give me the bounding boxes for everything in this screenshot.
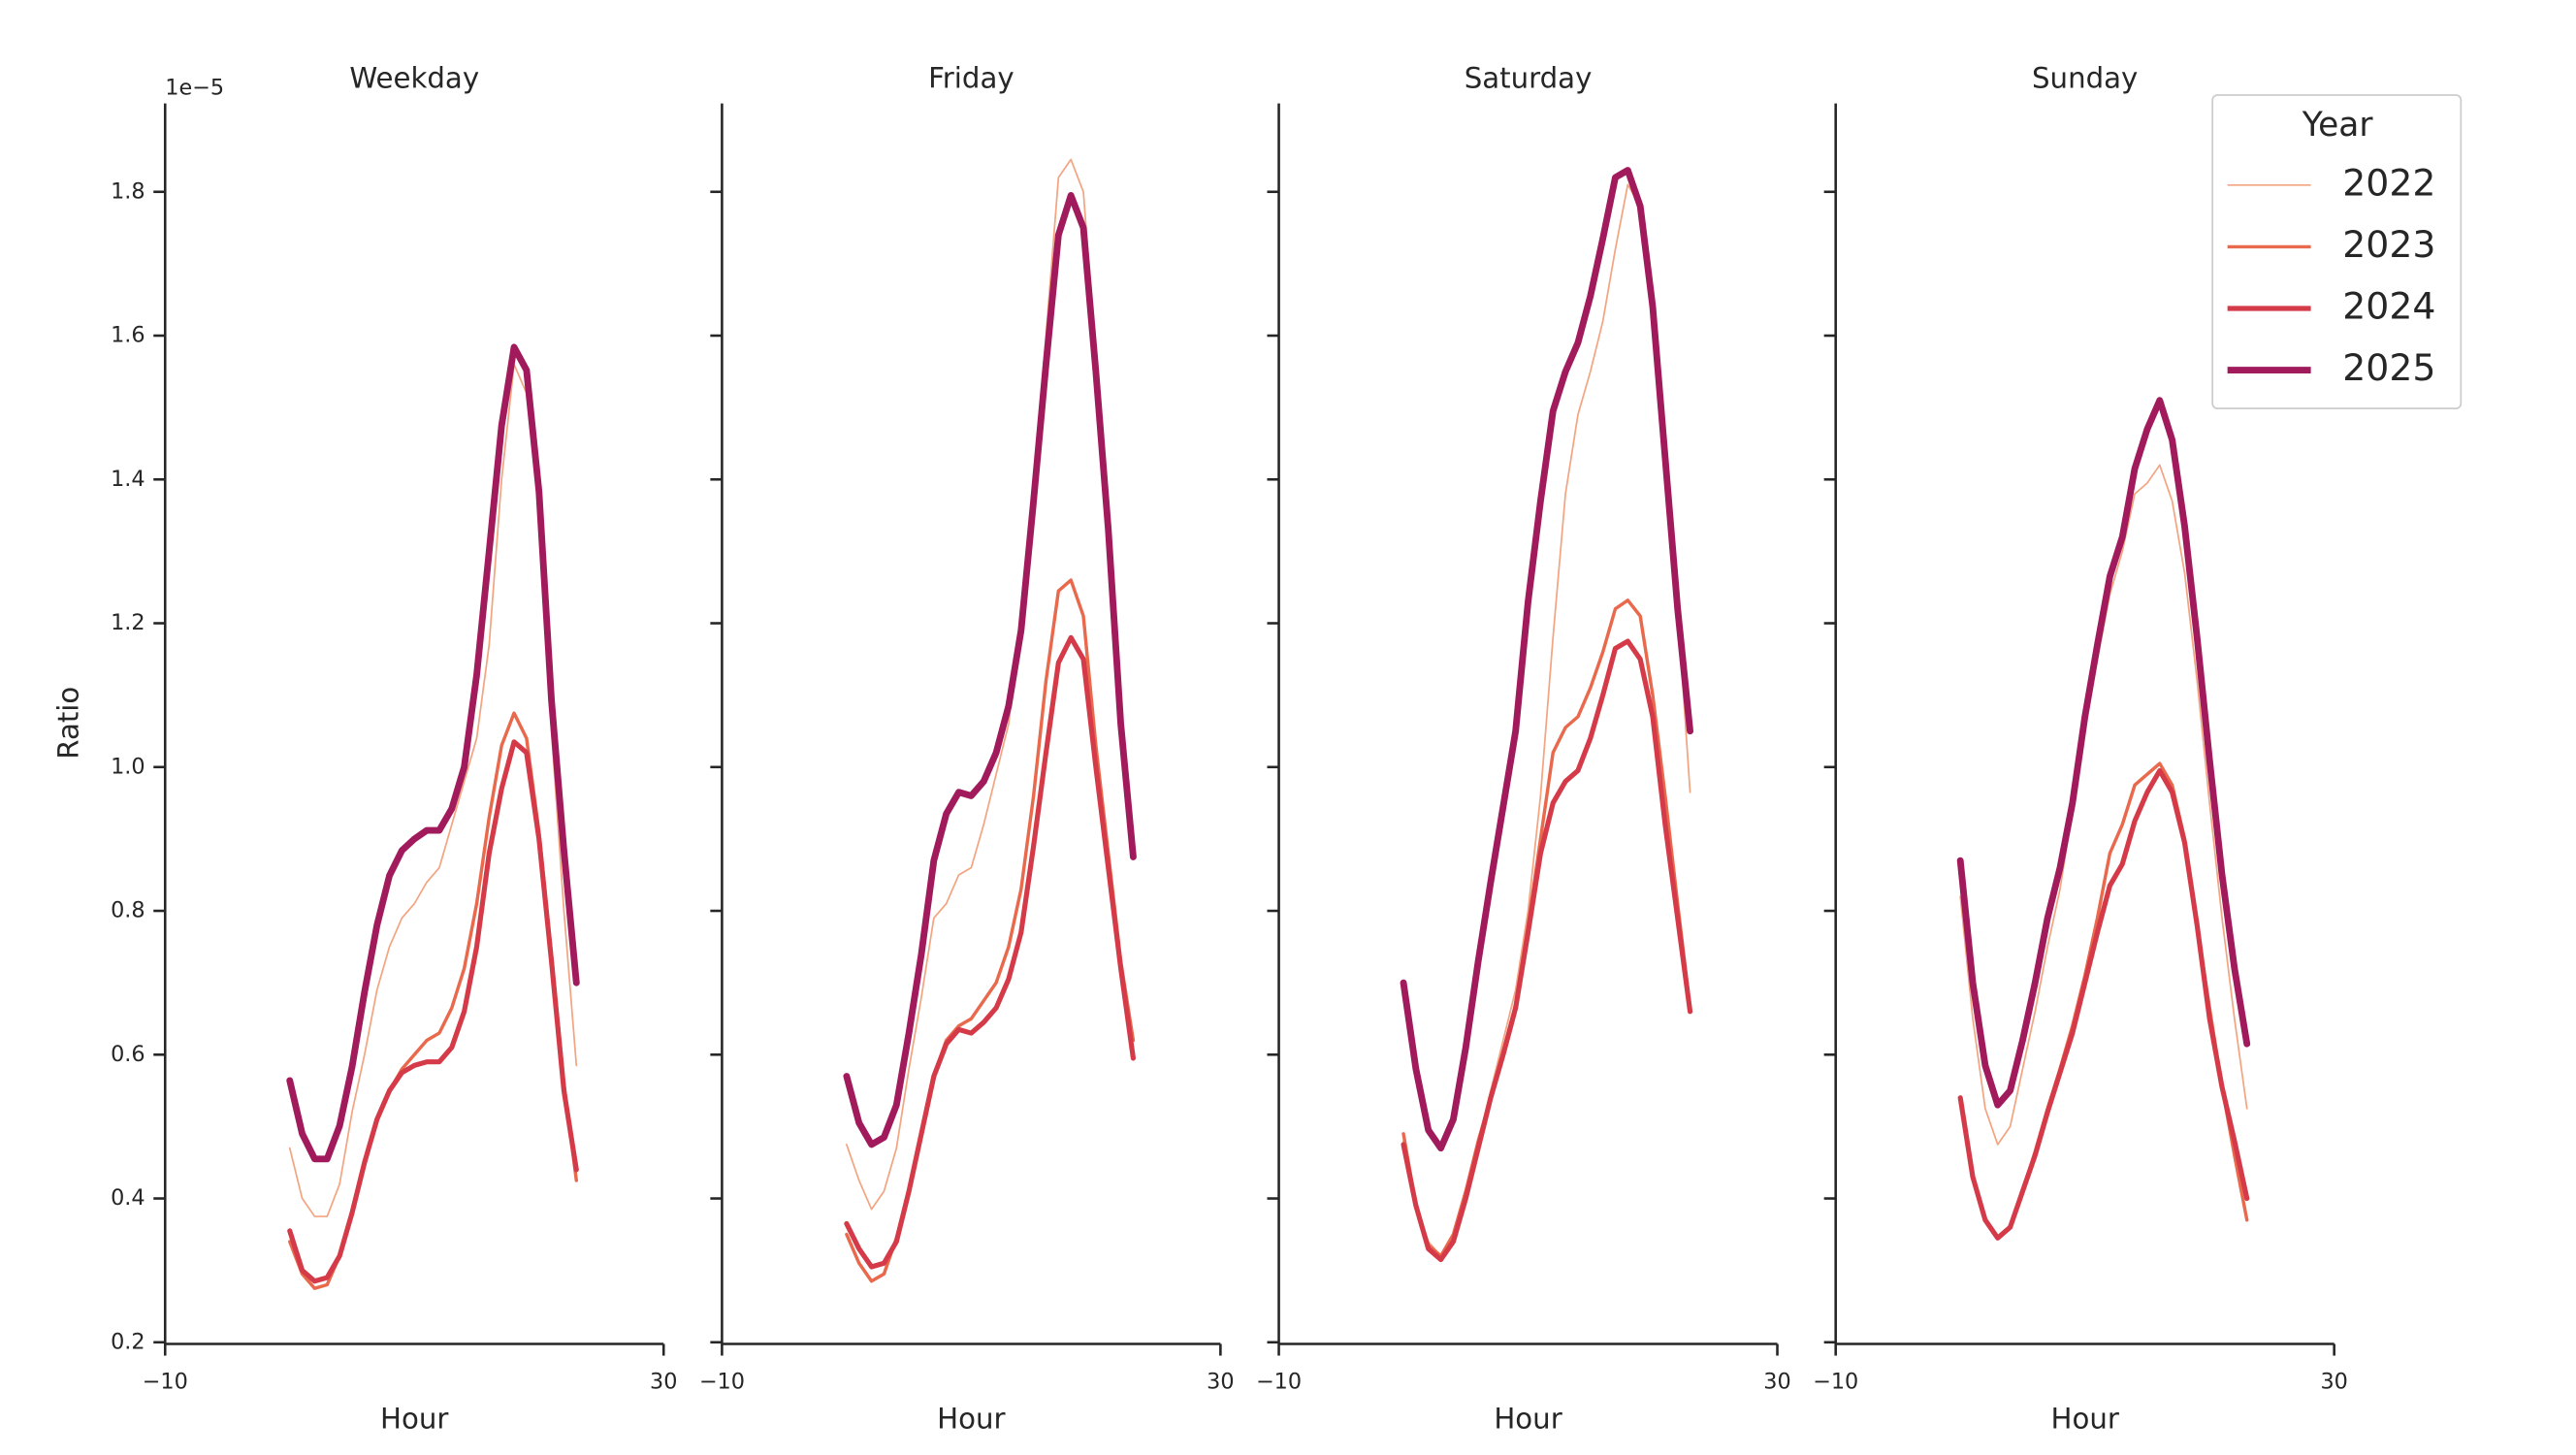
- x-tick-label: −10: [143, 1370, 188, 1395]
- panel-title: Saturday: [1465, 62, 1593, 95]
- series-line: [286, 343, 580, 1163]
- series-line: [843, 192, 1137, 1148]
- series-line: [1959, 464, 2248, 1146]
- series-line: [1400, 167, 1694, 1152]
- series-line: [1401, 598, 1692, 1258]
- legend-label: 2025: [2342, 346, 2435, 389]
- x-axis-label: Hour: [2050, 1403, 2119, 1436]
- legend-label: 2022: [2342, 161, 2435, 204]
- panel-title: Friday: [928, 62, 1014, 95]
- series-line: [1956, 397, 2251, 1109]
- x-tick-label: 30: [1207, 1370, 1234, 1395]
- series-line: [1402, 183, 1691, 1257]
- x-axis-label: Hour: [1494, 1403, 1562, 1436]
- y-tick-label: 0.6: [111, 1042, 145, 1067]
- x-tick-label: 30: [2320, 1370, 2347, 1395]
- panel-title: Weekday: [349, 62, 479, 95]
- x-tick-label: −10: [1813, 1370, 1858, 1395]
- y-tick-label: 1.6: [111, 323, 145, 348]
- y-tick-label: 1.0: [111, 754, 145, 779]
- legend-label: 2023: [2342, 223, 2435, 266]
- x-axis-label: Hour: [380, 1403, 449, 1436]
- y-tick-label: 1.2: [111, 610, 145, 635]
- series-line: [844, 634, 1137, 1270]
- panel-title: Sunday: [2032, 62, 2138, 95]
- x-tick-label: −10: [699, 1370, 745, 1395]
- legend-label: 2024: [2342, 285, 2435, 328]
- offset-text: 1e−5: [165, 76, 224, 101]
- x-tick-label: 30: [1763, 1370, 1790, 1395]
- series-line: [846, 158, 1135, 1211]
- x-axis-label: Hour: [937, 1403, 1006, 1436]
- series-line: [845, 578, 1136, 1283]
- y-tick-label: 0.2: [111, 1329, 145, 1354]
- series-line: [1958, 761, 2249, 1241]
- x-tick-label: 30: [650, 1370, 677, 1395]
- series-line: [1957, 767, 2250, 1241]
- y-tick-label: 0.4: [111, 1185, 145, 1211]
- series-line: [287, 739, 579, 1284]
- y-tick-label: 0.8: [111, 898, 145, 923]
- legend-box: [2211, 94, 2463, 410]
- series-line: [1401, 638, 1693, 1263]
- y-tick-label: 1.4: [111, 467, 145, 492]
- y-axis-label: Ratio: [51, 687, 84, 760]
- y-tick-label: 1.8: [111, 178, 145, 204]
- x-tick-label: −10: [1256, 1370, 1302, 1395]
- legend-title: Year: [2302, 106, 2374, 145]
